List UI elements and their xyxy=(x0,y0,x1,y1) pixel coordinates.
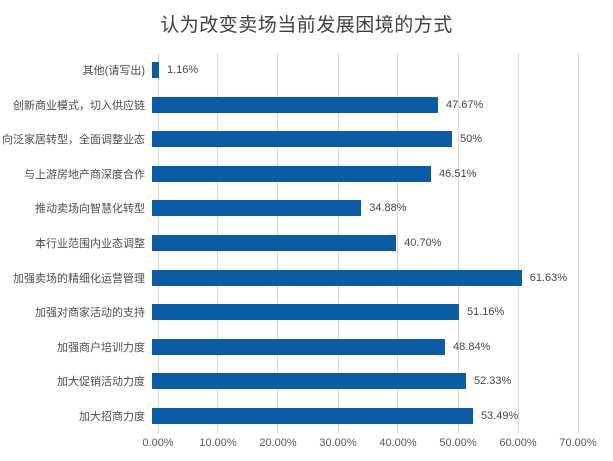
bar xyxy=(152,407,473,424)
category-label: 其他(请写出) xyxy=(82,65,145,78)
category-label: 本行业范围内业态调整 xyxy=(35,238,145,250)
bar-row: 其他(请写出) 1.16% xyxy=(0,53,613,88)
bar-track: 50% xyxy=(152,122,572,157)
value-label: 53.49% xyxy=(480,409,519,422)
value-label: 46.51% xyxy=(439,167,477,180)
bar-row: 本行业范围内业态调整 40.70% xyxy=(0,226,613,261)
chart-title: 认为改变卖场当前发展困境的方式 xyxy=(160,15,453,36)
bar-track: 48.84% xyxy=(152,329,572,364)
category-label: 创新商业模式，切入供应链 xyxy=(13,99,145,112)
bar-track: 47.67% xyxy=(152,88,572,123)
bar-track: 34.88% xyxy=(152,191,572,226)
x-axis: 0.00% 10.00% 20.00% 30.00% 40.00% 50.00% 60.00… xyxy=(142,437,596,453)
bar-row: 加强卖场的精细化运营管理 61.63% xyxy=(0,260,613,295)
value-label: 52.33% xyxy=(473,375,512,388)
category-label: 加大招商力度 xyxy=(79,410,145,423)
value-label: 47.67% xyxy=(446,98,484,111)
bar-track: 40.70% xyxy=(152,226,572,261)
bar-track: 46.51% xyxy=(152,157,572,192)
value-label: 48.84% xyxy=(453,340,491,353)
bar-track: 1.16% xyxy=(152,53,572,88)
value-label: 34.88% xyxy=(369,202,407,215)
x-tick-label: 50.00% xyxy=(439,437,477,449)
bar xyxy=(152,373,466,390)
bar-row: 与上游房地产商深度合作 46.51% xyxy=(0,157,613,192)
category-label: 加强商户培训力度 xyxy=(57,341,145,354)
x-tick-label: 60.00% xyxy=(499,437,537,449)
bar-row: 创新商业模式，切入供应链 47.67% xyxy=(0,88,613,123)
bar-row: 加强对商家活动的支持 51.16% xyxy=(0,295,613,330)
bar-row: 推动卖场向智慧化转型 34.88% xyxy=(0,191,613,226)
category-label: 向泛家居转型，全面调整业态 xyxy=(2,134,145,147)
bar xyxy=(152,96,439,113)
category-label: 与上游房地产商深度合作 xyxy=(24,168,145,181)
bar xyxy=(152,338,446,355)
bar-row: 加大促销活动力度 52.33% xyxy=(0,364,613,399)
gridline xyxy=(577,53,579,433)
bar-row: 向泛家居转型，全面调整业态 50% xyxy=(0,122,613,157)
x-tick-label: 0.00% xyxy=(142,437,174,449)
category-label: 加强对商家活动的支持 xyxy=(35,307,145,320)
gridline xyxy=(397,53,399,433)
x-tick-label: 10.00% xyxy=(199,437,237,449)
bar xyxy=(152,62,159,79)
x-tick-label: 70.00% xyxy=(559,437,597,449)
x-tick-label: 40.00% xyxy=(379,437,417,449)
x-tick-label: 30.00% xyxy=(319,437,357,449)
bar xyxy=(152,165,432,182)
value-label: 40.70% xyxy=(404,237,442,249)
bar-track: 53.49% xyxy=(152,398,572,433)
bar xyxy=(152,200,362,217)
bar xyxy=(152,131,452,148)
category-label: 加大促销活动力度 xyxy=(57,376,145,389)
x-tick-label: 20.00% xyxy=(259,437,297,449)
value-label: 51.16% xyxy=(466,306,505,319)
category-label: 加强卖场的精细化运营管理 xyxy=(13,272,145,285)
bar-row: 加强商户培训力度 48.84% xyxy=(0,329,613,364)
category-label: 推动卖场向智慧化转型 xyxy=(35,203,145,216)
gridline xyxy=(517,53,519,433)
gridline xyxy=(457,53,459,433)
bar-track: 61.63% xyxy=(152,260,572,295)
value-label: 61.63% xyxy=(529,271,568,284)
bar-track: 52.33% xyxy=(152,364,572,399)
value-label: 1.16% xyxy=(166,64,199,77)
bar xyxy=(152,235,397,251)
value-label: 50% xyxy=(460,133,483,146)
plot-rows: 其他(请写出) 1.16% 创新商业模式，切入供应链 47.67% 向泛家居转型，全面调… xyxy=(0,53,613,433)
bar xyxy=(152,304,459,321)
bar-row: 加大招商力度 53.49% xyxy=(0,398,613,433)
bar-track: 51.16% xyxy=(152,295,572,330)
bar xyxy=(152,269,522,286)
